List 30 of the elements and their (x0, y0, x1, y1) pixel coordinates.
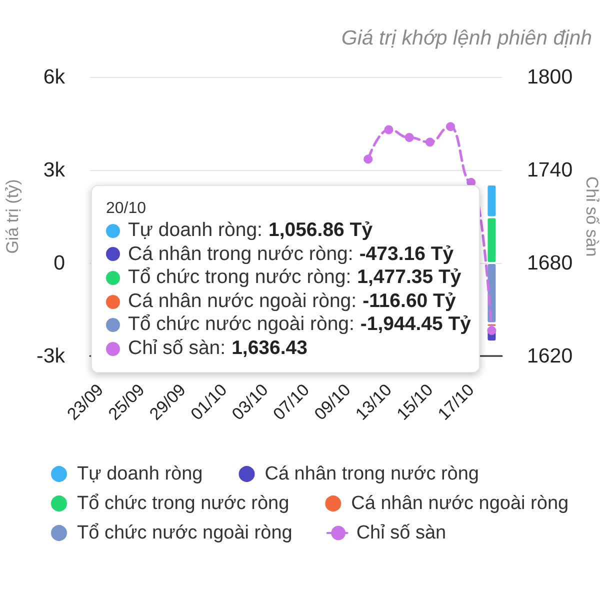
point (446, 122, 455, 132)
y2-tick-label: 1620 (527, 344, 573, 368)
y-tick-label: -3k (36, 344, 66, 368)
y-tick-label: 0 (54, 252, 65, 274)
legend-label: Tổ chức trong nước ròng (77, 493, 290, 514)
annotation: Tổ chức trong nước ròng: 1,477.35 Tỷ (128, 266, 462, 290)
y2-tick-label: 1740 (527, 158, 573, 182)
annotation: Tự doanh ròng: 1,056.86 Tỷ (128, 219, 373, 243)
point (487, 326, 496, 336)
point (384, 125, 394, 134)
annotation: 20/10 (106, 199, 148, 219)
legend-label: Tự doanh ròng (77, 464, 203, 484)
y2-tick-label: 1800 (527, 66, 573, 88)
y-tick-label: 6k (43, 66, 66, 88)
y2-axis-title: Chỉ số sàn (582, 176, 600, 257)
point (425, 138, 434, 147)
point (404, 132, 414, 142)
annotation: Cá nhân trong nước ròng: -473.16 Tỷ (128, 242, 454, 266)
annotation: Chỉ số sàn: 1,636.43 (128, 336, 308, 361)
legend-label: Chỉ số sàn (356, 522, 446, 544)
chart-subtitle: Giá trị khớp lệnh phiên định (341, 26, 592, 50)
legend-label: Cá nhân trong nước ròng (264, 464, 480, 484)
y2-tick-label: 1680 (527, 252, 573, 274)
annotation: Cá nhân nước ngoài ròng: -116.60 Tỷ (128, 290, 456, 314)
y-axis-title: Giá trị (tỷ) (3, 179, 22, 254)
point (364, 154, 373, 164)
annotation: Tổ chức nước ngoài ròng: -1,944.45 Tỷ (128, 313, 471, 337)
legend-label: Tổ chức nước ngoài ròng (77, 522, 292, 544)
legend-label: Cá nhân nước ngoài ròng (351, 493, 569, 514)
y-tick-label: 3k (43, 158, 66, 182)
